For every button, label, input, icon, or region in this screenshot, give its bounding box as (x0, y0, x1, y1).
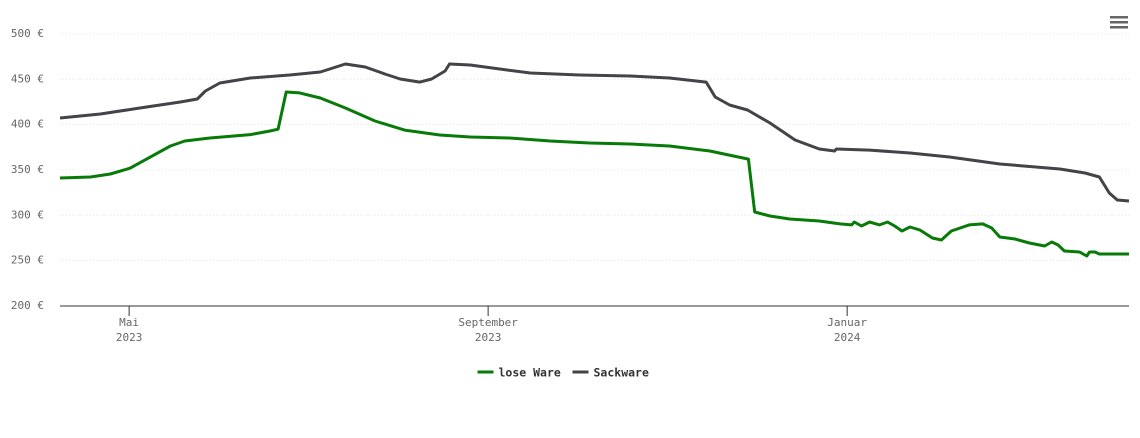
y-tick-label: 250 € (11, 254, 44, 267)
series-line (59, 62, 1130, 203)
menu-bar (1110, 26, 1128, 29)
menu-bar (1110, 16, 1128, 19)
series-line (59, 90, 1129, 258)
x-tick-label: Januar 2024 (827, 316, 867, 344)
legend-label: Sackware (594, 366, 649, 380)
legend-item[interactable]: lose Ware (477, 366, 561, 380)
x-tick-label: September 2023 (458, 316, 518, 344)
legend-label: lose Ware (499, 366, 561, 380)
y-tick-label: 300 € (11, 208, 44, 221)
y-tick-label: 200 € (11, 299, 44, 312)
legend-item[interactable]: Sackware (572, 366, 649, 380)
y-tick-label: 450 € (11, 72, 44, 85)
y-tick-label: 500 € (11, 27, 44, 40)
y-tick-label: 350 € (11, 163, 44, 176)
menu-icon[interactable] (1110, 16, 1128, 29)
x-tick-label: Mai 2023 (116, 316, 143, 344)
y-tick-label: 400 € (11, 118, 44, 131)
menu-bar (1110, 21, 1128, 24)
